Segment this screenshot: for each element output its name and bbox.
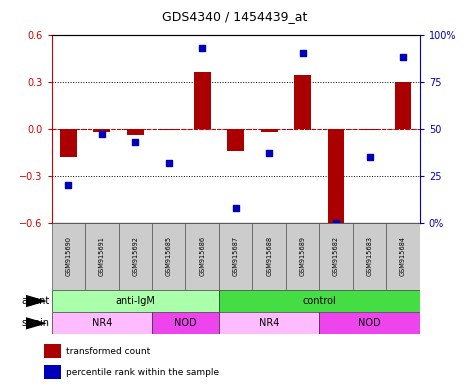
Bar bbox=[44, 344, 61, 358]
Bar bbox=[294, 75, 311, 129]
Text: GSM915686: GSM915686 bbox=[199, 236, 205, 276]
Text: transformed count: transformed count bbox=[67, 347, 151, 356]
Text: anti-IgM: anti-IgM bbox=[115, 296, 155, 306]
Bar bbox=[353, 223, 386, 290]
Bar bbox=[185, 223, 219, 290]
Text: GSM915690: GSM915690 bbox=[65, 236, 71, 276]
Point bbox=[299, 50, 306, 56]
Point bbox=[131, 139, 139, 145]
Bar bbox=[394, 82, 411, 129]
Polygon shape bbox=[26, 317, 47, 329]
Point bbox=[98, 131, 106, 137]
Text: GSM915687: GSM915687 bbox=[233, 236, 239, 276]
Bar bbox=[85, 223, 119, 290]
Bar bbox=[261, 129, 278, 132]
Bar bbox=[227, 129, 244, 151]
Text: GSM915691: GSM915691 bbox=[99, 237, 105, 276]
Bar bbox=[127, 129, 144, 135]
Bar bbox=[219, 312, 319, 334]
Point bbox=[366, 154, 373, 160]
Bar bbox=[60, 129, 77, 157]
Bar bbox=[52, 223, 85, 290]
Bar bbox=[160, 129, 177, 130]
Text: strain: strain bbox=[21, 318, 49, 328]
Polygon shape bbox=[26, 295, 47, 307]
Text: NOD: NOD bbox=[174, 318, 197, 328]
Bar bbox=[219, 290, 420, 312]
Point bbox=[65, 182, 72, 188]
Bar bbox=[52, 290, 219, 312]
Point bbox=[399, 54, 407, 60]
Point bbox=[333, 220, 340, 226]
Text: percentile rank within the sample: percentile rank within the sample bbox=[67, 367, 219, 377]
Text: NR4: NR4 bbox=[259, 318, 280, 328]
Bar bbox=[152, 312, 219, 334]
Text: GSM915682: GSM915682 bbox=[333, 236, 339, 276]
Bar bbox=[328, 129, 344, 223]
Bar bbox=[52, 312, 152, 334]
Bar bbox=[219, 223, 252, 290]
Text: GDS4340 / 1454439_at: GDS4340 / 1454439_at bbox=[162, 10, 307, 23]
Text: NOD: NOD bbox=[358, 318, 381, 328]
Bar bbox=[119, 223, 152, 290]
Bar bbox=[152, 223, 185, 290]
Bar bbox=[361, 129, 378, 130]
Point bbox=[232, 205, 239, 211]
Point bbox=[165, 159, 173, 166]
Bar bbox=[44, 365, 61, 379]
Bar bbox=[319, 312, 420, 334]
Text: GSM915692: GSM915692 bbox=[132, 236, 138, 276]
Point bbox=[265, 150, 273, 156]
Text: GSM915689: GSM915689 bbox=[300, 236, 306, 276]
Bar bbox=[194, 72, 211, 129]
Bar bbox=[93, 129, 110, 132]
Text: control: control bbox=[303, 296, 336, 306]
Text: GSM915683: GSM915683 bbox=[367, 236, 372, 276]
Text: GSM915685: GSM915685 bbox=[166, 236, 172, 276]
Text: agent: agent bbox=[21, 296, 49, 306]
Text: GSM915688: GSM915688 bbox=[266, 236, 272, 276]
Text: NR4: NR4 bbox=[91, 318, 112, 328]
Text: GSM915684: GSM915684 bbox=[400, 236, 406, 276]
Bar bbox=[319, 223, 353, 290]
Point bbox=[198, 45, 206, 51]
Bar bbox=[286, 223, 319, 290]
Bar bbox=[386, 223, 420, 290]
Bar bbox=[252, 223, 286, 290]
